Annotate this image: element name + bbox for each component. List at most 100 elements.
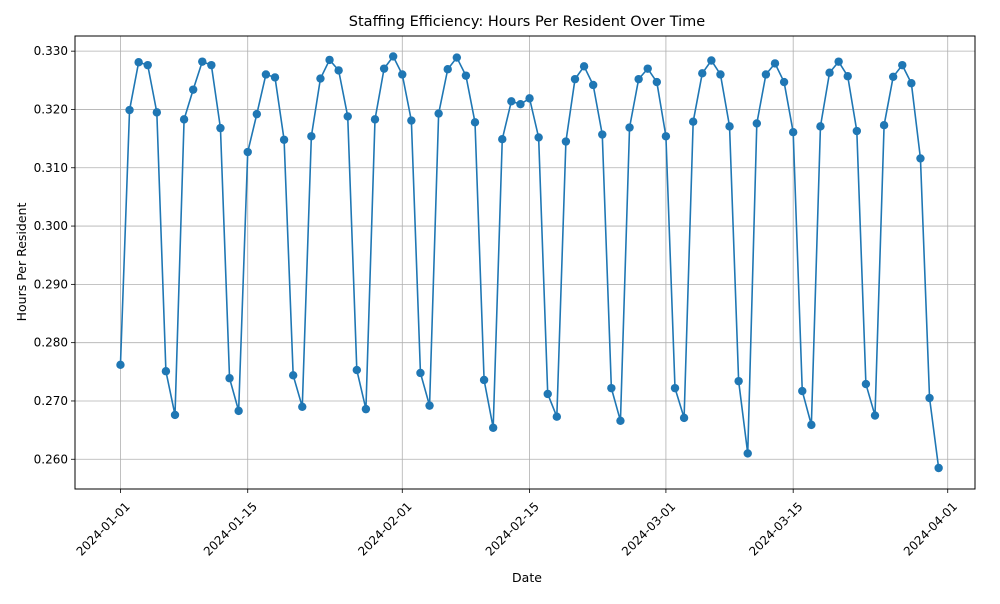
data-point [816, 122, 825, 131]
data-point [225, 374, 234, 383]
data-point [516, 100, 525, 109]
data-point [752, 119, 762, 128]
plot-frame [74, 35, 976, 490]
data-point [461, 71, 471, 80]
data-point [207, 60, 216, 70]
data-point [661, 132, 671, 141]
data-point [379, 64, 389, 73]
data-point [888, 72, 898, 82]
data-point [116, 360, 125, 370]
data-point [734, 376, 743, 386]
data-point [807, 420, 816, 430]
data-point [488, 423, 498, 432]
data-point [343, 112, 352, 121]
data-point [852, 126, 862, 136]
data-point [316, 74, 325, 83]
data-point [125, 105, 134, 115]
series-layer [116, 52, 943, 473]
data-point [134, 58, 143, 67]
data-point [679, 413, 689, 423]
data-point [616, 416, 625, 425]
data-point [170, 410, 180, 420]
data-point [716, 70, 725, 79]
data-point [388, 52, 398, 61]
data-point [352, 365, 362, 375]
data-point [861, 379, 871, 389]
data-point [879, 121, 889, 130]
data-point [761, 70, 771, 79]
data-point [434, 109, 443, 118]
data-point [916, 154, 925, 163]
data-point [498, 134, 507, 144]
y-tick-label: 0.320 [34, 102, 68, 116]
y-tick-label: 0.310 [34, 161, 68, 175]
data-point [843, 72, 852, 81]
data-point [825, 68, 834, 77]
data-point [479, 375, 489, 385]
data-point [652, 77, 662, 87]
data-point [143, 60, 152, 70]
data-point [179, 115, 189, 124]
data-point [534, 133, 543, 142]
data-point [216, 123, 225, 133]
data-point [525, 94, 534, 103]
data-point [707, 56, 716, 65]
data-point [788, 128, 798, 137]
y-axis-label: Hours Per Resident [14, 203, 29, 322]
data-point [307, 132, 316, 141]
data-point [470, 118, 480, 127]
data-point [188, 85, 198, 94]
data-point [925, 393, 934, 403]
y-tick-label: 0.290 [34, 277, 68, 291]
data-point [779, 77, 789, 87]
data-point [570, 74, 580, 84]
data-point [288, 371, 298, 380]
data-point [234, 406, 243, 416]
data-point [898, 60, 907, 70]
data-point [161, 367, 171, 376]
data-point [688, 117, 698, 126]
data-point [443, 65, 452, 74]
data-point [834, 57, 843, 66]
data-point [907, 79, 916, 88]
data-point [588, 80, 598, 90]
data-point [743, 449, 752, 458]
data-point [298, 402, 307, 411]
data-point [334, 66, 343, 75]
data-point [425, 401, 434, 410]
grid-lines [75, 36, 975, 489]
x-axis-label: Date [512, 570, 542, 585]
data-point [770, 59, 780, 68]
data-point [625, 123, 634, 132]
data-point [725, 122, 734, 131]
data-point [252, 109, 262, 119]
data-point [325, 55, 334, 65]
data-point [543, 389, 552, 399]
data-point [670, 383, 680, 393]
y-tick-label: 0.330 [34, 44, 68, 58]
data-point [870, 411, 880, 420]
data-point [270, 73, 280, 82]
data-point [398, 70, 407, 79]
data-point [279, 135, 289, 144]
data-point [243, 147, 252, 157]
data-point [598, 130, 607, 139]
data-point [370, 115, 380, 124]
data-point [561, 137, 571, 146]
data-point [407, 116, 416, 125]
chart-title: Staffing Efficiency: Hours Per Resident … [349, 14, 705, 30]
y-tick-label: 0.300 [34, 219, 68, 233]
data-point [643, 64, 652, 73]
data-point [934, 463, 943, 473]
data-point [579, 62, 589, 71]
data-point [607, 383, 616, 393]
data-point [361, 404, 371, 414]
y-tick-label: 0.280 [34, 336, 68, 350]
data-point [698, 69, 707, 78]
data-point [198, 57, 207, 66]
data-point [507, 97, 516, 106]
y-tick-label: 0.270 [34, 394, 68, 408]
